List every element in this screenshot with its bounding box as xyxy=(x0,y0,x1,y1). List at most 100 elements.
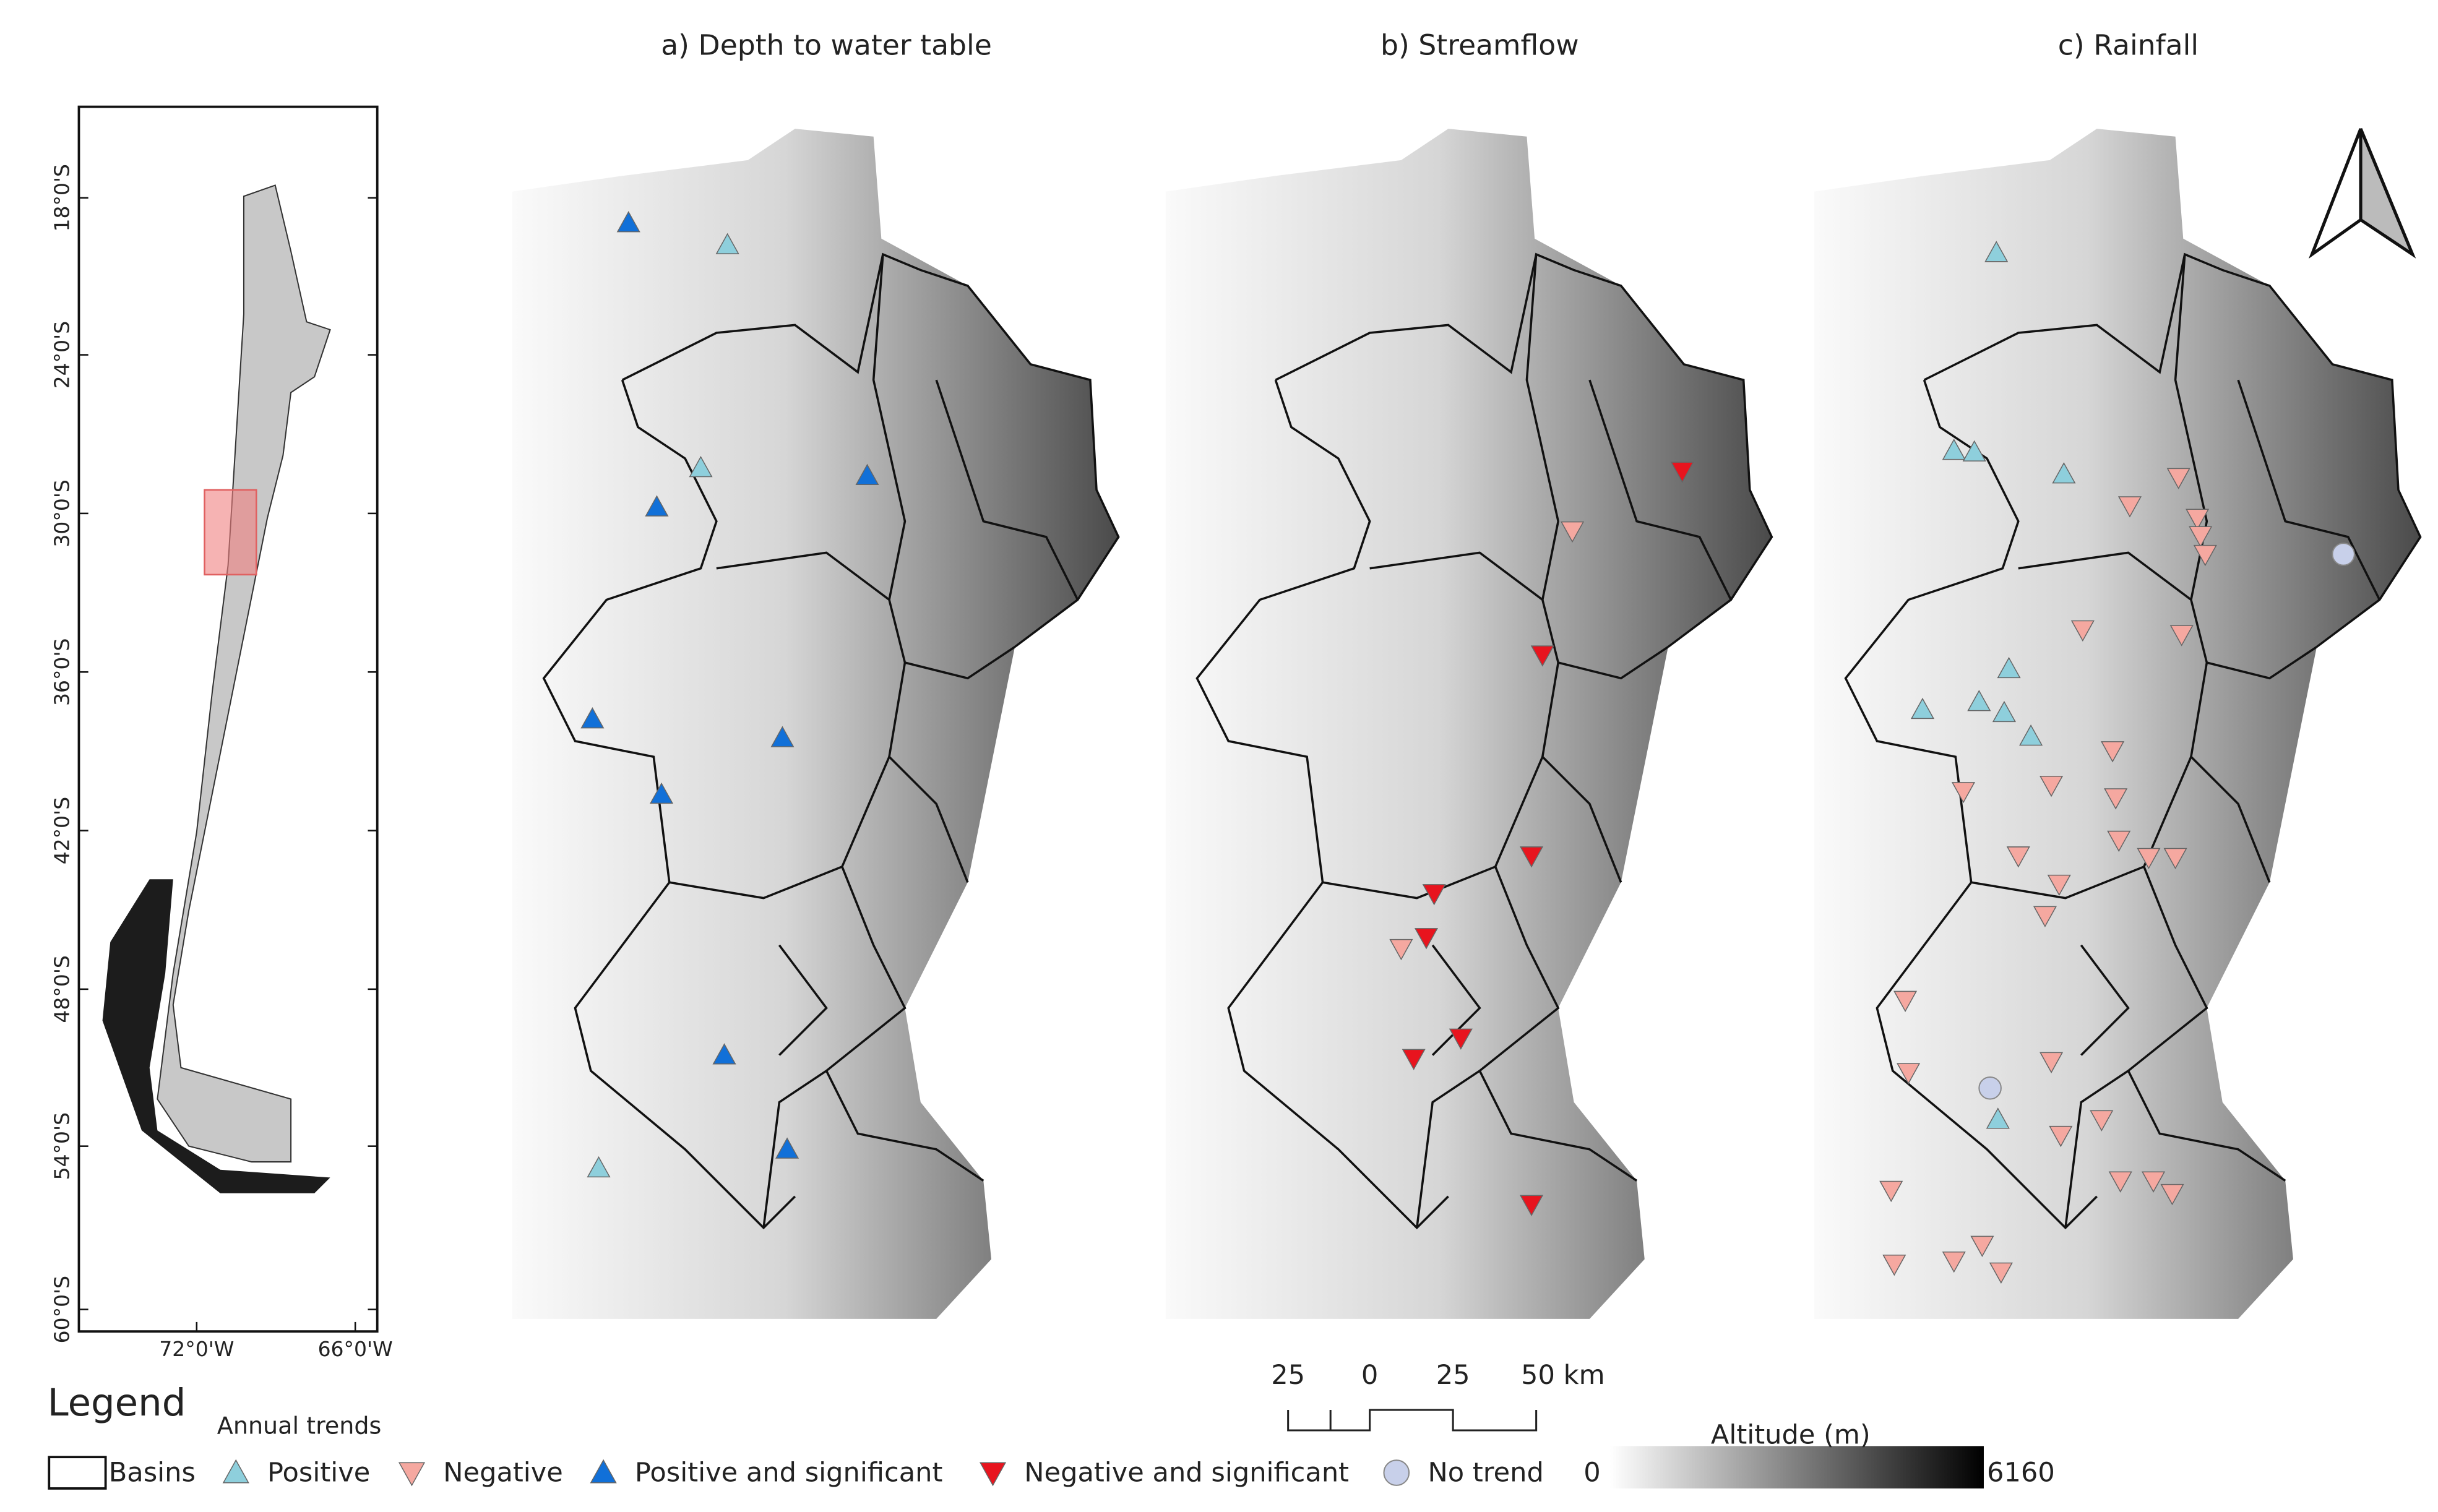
lon-label: 72°0'W xyxy=(159,1337,234,1361)
legend-label: Basins xyxy=(109,1458,196,1488)
marker xyxy=(1882,1255,1906,1276)
marker xyxy=(1389,939,1413,961)
lat-label: 42°0'S xyxy=(50,797,74,864)
marker xyxy=(2163,848,2187,870)
legend-label: Negative and significant xyxy=(1024,1458,1349,1488)
marker xyxy=(1942,1251,1966,1273)
marker xyxy=(1970,1235,1994,1257)
legend-subtitle: Annual trends xyxy=(217,1412,382,1439)
marker xyxy=(2101,741,2125,763)
basin-swatch xyxy=(48,1456,107,1490)
marker xyxy=(2047,874,2071,896)
marker xyxy=(2033,906,2057,927)
marker xyxy=(1519,1195,1544,1216)
marker xyxy=(689,455,713,478)
map-panel xyxy=(1813,127,2422,1320)
legend-label: Negative xyxy=(443,1458,563,1488)
marker xyxy=(1997,656,2021,679)
marker xyxy=(580,707,605,729)
marker xyxy=(1986,1107,2010,1129)
legend-label: No trend xyxy=(1428,1458,1544,1488)
marker xyxy=(2090,1110,2114,1132)
marker xyxy=(649,782,674,804)
map-panel xyxy=(511,127,1120,1320)
marker xyxy=(2332,543,2355,566)
marker xyxy=(1984,241,2009,262)
marker xyxy=(2169,625,2194,646)
lon-label: 66°0'W xyxy=(318,1337,393,1361)
marker xyxy=(1402,1049,1426,1070)
marker xyxy=(616,211,640,233)
north-arrow xyxy=(2308,128,2416,259)
marker xyxy=(1893,990,1918,1012)
marker xyxy=(1560,521,1585,543)
altitude-max: 6160 xyxy=(1987,1458,2055,1488)
marker xyxy=(2141,1171,2166,1193)
marker xyxy=(2166,468,2190,489)
legend-title: Legend xyxy=(48,1381,186,1425)
panel-title: b) Streamflow xyxy=(1381,29,1579,62)
marker xyxy=(1670,462,1694,483)
marker xyxy=(979,1462,1007,1487)
lat-label: 24°0'S xyxy=(50,321,74,389)
lat-label: 54°0'S xyxy=(50,1112,74,1180)
marker xyxy=(1897,1063,1921,1085)
marker xyxy=(2193,544,2217,567)
marker xyxy=(2104,788,2128,810)
lat-label: 60°0'S xyxy=(50,1276,74,1343)
marker xyxy=(1414,928,1439,950)
marker xyxy=(398,1462,426,1487)
legend-label: Positive xyxy=(267,1458,370,1488)
lat-label: 48°0'S xyxy=(50,955,74,1023)
marker xyxy=(1942,439,1966,460)
marker xyxy=(2070,620,2095,642)
marker xyxy=(1879,1180,1903,1203)
panel-title: a) Depth to water table xyxy=(661,29,992,62)
scale-label: 25 xyxy=(1436,1360,1470,1391)
marker xyxy=(855,463,879,485)
marker xyxy=(2160,1183,2184,1206)
altitude-title: Altitude (m) xyxy=(1711,1420,1871,1451)
map-panel xyxy=(1164,127,1773,1320)
marker xyxy=(1992,700,2017,723)
marker xyxy=(1449,1028,1473,1050)
marker xyxy=(2052,462,2076,484)
marker xyxy=(770,726,795,747)
marker xyxy=(1519,846,1544,868)
altitude-ramp xyxy=(1609,1446,1984,1488)
marker xyxy=(2049,1125,2073,1148)
scale-label: 50 km xyxy=(1521,1360,1605,1391)
lat-label: 36°0'S xyxy=(50,638,74,705)
country xyxy=(157,184,331,1163)
marker xyxy=(2040,775,2064,797)
marker xyxy=(1530,645,1554,667)
marker xyxy=(2186,509,2210,530)
marker xyxy=(712,1043,736,1065)
marker xyxy=(2108,1171,2132,1193)
marker xyxy=(1989,1262,2013,1284)
marker xyxy=(222,1459,249,1484)
marker xyxy=(2040,1052,2064,1073)
marker xyxy=(1962,440,1986,462)
altitude-min: 0 xyxy=(1583,1458,1600,1488)
marker xyxy=(587,1156,611,1178)
marker xyxy=(1383,1459,1410,1486)
marker xyxy=(1422,884,1446,906)
scale-bar xyxy=(1287,1409,1538,1432)
basemap xyxy=(511,127,1120,1320)
marker xyxy=(1951,782,1976,804)
basemap xyxy=(1164,127,1773,1320)
marker xyxy=(715,233,739,254)
marker xyxy=(2006,846,2030,868)
panel-title: c) Rainfall xyxy=(2058,29,2199,62)
legend-label: Positive and significant xyxy=(635,1458,942,1488)
marker xyxy=(2137,848,2161,870)
marker xyxy=(2019,724,2043,746)
marker xyxy=(1910,697,1935,719)
marker xyxy=(2107,830,2131,853)
marker xyxy=(1967,690,1991,711)
marker xyxy=(2189,526,2213,548)
marker xyxy=(645,495,669,517)
